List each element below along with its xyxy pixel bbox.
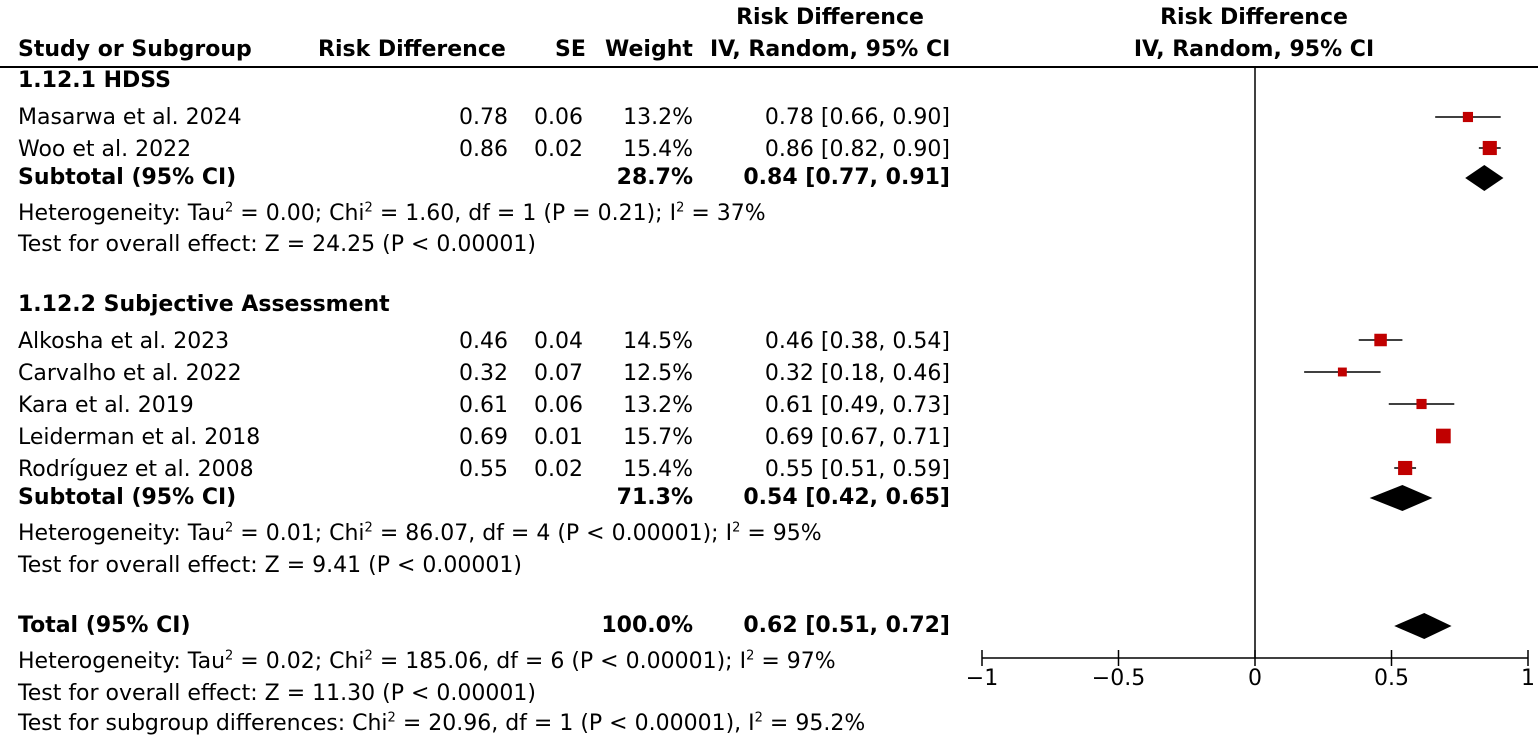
study-ci: 0.69 [0.67, 0.71]: [764, 425, 950, 450]
study-name: Masarwa et al. 2024: [18, 105, 242, 130]
study-se: 0.07: [534, 361, 583, 386]
header-plot-bottom: IV, Random, 95% CI: [1133, 37, 1375, 62]
total-weight: 100.0%: [601, 613, 693, 638]
heterogeneity-text: Heterogeneity: Tau2 = 0.01; Chi2 = 86.07…: [18, 520, 822, 546]
subtotal-ci: 0.84 [0.77, 0.91]: [743, 165, 950, 190]
study-point-marker: [1462, 111, 1474, 123]
pooled-estimate-diamond: [1465, 165, 1504, 191]
total-ci: 0.62 [0.51, 0.72]: [743, 613, 950, 638]
study-weight: 15.7%: [623, 425, 693, 450]
study-name: Rodríguez et al. 2008: [18, 457, 254, 482]
study-point-marker: [1482, 140, 1497, 156]
study-name: Alkosha et al. 2023: [18, 329, 230, 354]
x-axis-tick-label: 0: [1248, 666, 1262, 691]
study-name: Woo et al. 2022: [18, 137, 192, 162]
study-ci: 0.55 [0.51, 0.59]: [764, 457, 950, 482]
study-ci: 0.61 [0.49, 0.73]: [764, 393, 950, 418]
study-se: 0.02: [534, 137, 583, 162]
study-weight: 15.4%: [623, 457, 693, 482]
header-risk-difference: Risk Difference: [318, 37, 506, 62]
group-title: 1.12.1 HDSS: [18, 68, 171, 93]
study-ci: 0.46 [0.38, 0.54]: [764, 329, 950, 354]
subtotal-label: Subtotal (95% CI): [18, 165, 237, 190]
header-weight: Weight: [605, 37, 693, 62]
total-overall-effect-text: Test for overall effect: Z = 11.30 (P < …: [18, 681, 536, 706]
study-rd: 0.61: [459, 393, 508, 418]
group-title: 1.12.2 Subjective Assessment: [18, 292, 390, 317]
overall-effect-text: Test for overall effect: Z = 24.25 (P < …: [18, 232, 536, 257]
study-se: 0.06: [534, 105, 583, 130]
study-point-marker: [1337, 367, 1347, 377]
total-label: Total (95% CI): [18, 613, 191, 638]
study-rd: 0.78: [459, 105, 508, 130]
header-ci-top: Risk Difference: [736, 5, 924, 30]
pooled-estimate-diamond: [1394, 613, 1452, 639]
x-axis-tick-label: −1: [966, 666, 998, 691]
study-name: Leiderman et al. 2018: [18, 425, 261, 450]
header-se: SE: [555, 37, 586, 62]
header-study: Study or Subgroup: [18, 37, 252, 62]
study-rd: 0.86: [459, 137, 508, 162]
study-rd: 0.32: [459, 361, 508, 386]
study-ci: 0.86 [0.82, 0.90]: [764, 137, 950, 162]
study-point-marker: [1416, 398, 1427, 410]
study-weight: 14.5%: [623, 329, 693, 354]
study-name: Carvalho et al. 2022: [18, 361, 242, 386]
header-rule: [0, 66, 1538, 68]
study-ci: 0.32 [0.18, 0.46]: [764, 361, 950, 386]
study-point-marker: [1374, 333, 1387, 347]
study-se: 0.04: [534, 329, 583, 354]
header-plot-top: Risk Difference: [1160, 5, 1348, 30]
study-se: 0.02: [534, 457, 583, 482]
subgroup-differences-text: Test for subgroup differences: Chi2 = 20…: [18, 710, 866, 736]
total-heterogeneity-text: Heterogeneity: Tau2 = 0.02; Chi2 = 185.0…: [18, 648, 836, 674]
heterogeneity-text: Heterogeneity: Tau2 = 0.00; Chi2 = 1.60,…: [18, 200, 766, 226]
study-weight: 15.4%: [623, 137, 693, 162]
x-axis-tick-label: 0.5: [1374, 666, 1409, 691]
study-point-marker: [1398, 460, 1413, 476]
subtotal-label: Subtotal (95% CI): [18, 485, 237, 510]
x-axis-tick-label: −0.5: [1092, 666, 1145, 691]
study-rd: 0.46: [459, 329, 508, 354]
subtotal-weight: 28.7%: [616, 165, 693, 190]
overall-effect-text: Test for overall effect: Z = 9.41 (P < 0…: [18, 553, 522, 578]
study-name: Kara et al. 2019: [18, 393, 194, 418]
study-se: 0.06: [534, 393, 583, 418]
x-axis-tick-label: 1: [1521, 666, 1535, 691]
subtotal-weight: 71.3%: [616, 485, 693, 510]
header-ci-bottom: IV, Random, 95% CI: [710, 37, 951, 62]
study-rd: 0.69: [459, 425, 508, 450]
study-weight: 13.2%: [623, 393, 693, 418]
study-se: 0.01: [534, 425, 583, 450]
study-rd: 0.55: [459, 457, 508, 482]
study-point-marker: [1436, 428, 1451, 444]
study-ci: 0.78 [0.66, 0.90]: [764, 105, 950, 130]
study-weight: 13.2%: [623, 105, 693, 130]
pooled-estimate-diamond: [1369, 485, 1433, 511]
subtotal-ci: 0.54 [0.42, 0.65]: [743, 485, 950, 510]
study-weight: 12.5%: [623, 361, 693, 386]
